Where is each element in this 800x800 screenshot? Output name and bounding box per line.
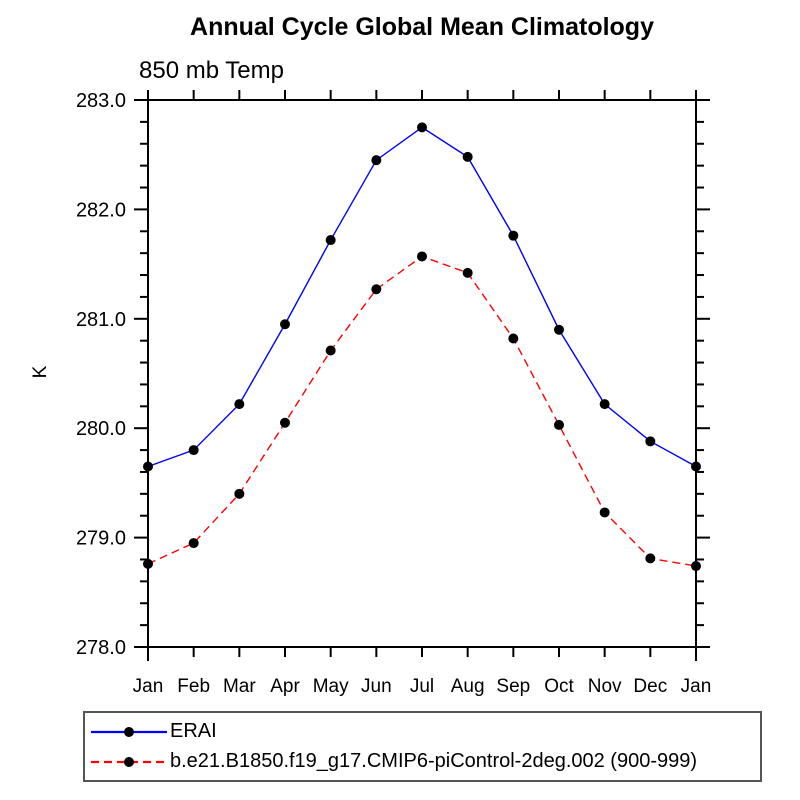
data-point-marker bbox=[143, 558, 153, 569]
legend-marker-dot bbox=[124, 726, 134, 737]
y-tick-label: 278.0 bbox=[76, 637, 126, 659]
data-point-marker bbox=[462, 267, 473, 278]
plot-area: Jan Feb Mar Apr May Jun Jul Aug Sep Oct Nov Dec Jan 2… bbox=[76, 90, 712, 697]
x-tick-label: Mar bbox=[223, 676, 256, 697]
data-point-marker bbox=[188, 538, 199, 549]
data-point-marker bbox=[645, 436, 656, 447]
x-tick-label: May bbox=[313, 676, 349, 697]
legend-marker-dot bbox=[124, 756, 134, 767]
legend-label-model: b.e21.B1850.f19_g17.CMIP6-piControl-2deg… bbox=[170, 750, 698, 772]
legend: ERAI b.e21.B1850.f19_g17.CMIP6-piControl… bbox=[83, 711, 762, 782]
legend-item-erai: ERAI bbox=[85, 720, 760, 743]
data-point-marker bbox=[280, 417, 290, 428]
data-point-marker bbox=[417, 251, 427, 262]
data-point-marker bbox=[554, 324, 564, 335]
data-point-marker bbox=[417, 122, 427, 133]
data-point-marker bbox=[234, 488, 245, 499]
x-tick-label: Dec bbox=[633, 676, 667, 697]
data-point-marker bbox=[554, 419, 564, 430]
legend-line-sample-solid bbox=[91, 726, 167, 737]
data-point-marker bbox=[599, 399, 610, 410]
data-point-marker bbox=[508, 333, 519, 344]
data-point-marker bbox=[599, 507, 610, 518]
data-point-marker bbox=[371, 155, 382, 166]
data-point-marker bbox=[691, 561, 701, 572]
y-tick-label: 280.0 bbox=[76, 418, 126, 440]
x-tick-label: Jul bbox=[410, 676, 434, 697]
data-point-marker bbox=[691, 461, 701, 472]
x-tick-label: Oct bbox=[544, 676, 574, 697]
y-tick-label: 281.0 bbox=[76, 309, 126, 331]
y-axis-label: K bbox=[30, 365, 51, 379]
chart-title: Annual Cycle Global Mean Climatology bbox=[190, 13, 654, 41]
data-point-marker bbox=[462, 151, 473, 162]
y-tick-label: 279.0 bbox=[76, 528, 126, 550]
x-tick-label: Apr bbox=[270, 676, 300, 697]
data-point-marker bbox=[325, 235, 336, 246]
x-tick-label: Sep bbox=[496, 676, 530, 697]
legend-item-model: b.e21.B1850.f19_g17.CMIP6-piControl-2deg… bbox=[85, 750, 760, 773]
data-point-marker bbox=[188, 445, 199, 456]
data-point-marker bbox=[325, 345, 336, 356]
data-point-marker bbox=[280, 319, 290, 330]
x-tick-label: Jan bbox=[681, 676, 712, 697]
x-tick-label: Aug bbox=[451, 676, 485, 697]
legend-line-sample-dashed bbox=[91, 756, 167, 767]
x-tick-label: Feb bbox=[177, 676, 210, 697]
plot-frame bbox=[147, 99, 697, 648]
chart-subtitle: 850 mb Temp bbox=[139, 57, 284, 84]
data-point-marker bbox=[645, 553, 656, 564]
y-tick-label: 282.0 bbox=[76, 199, 126, 221]
data-point-marker bbox=[234, 399, 245, 410]
data-point-marker bbox=[508, 230, 519, 241]
data-point-marker bbox=[143, 461, 153, 472]
legend-label-erai: ERAI bbox=[170, 720, 217, 742]
x-tick-label: Jun bbox=[361, 676, 392, 697]
y-tick-label: 283.0 bbox=[76, 90, 126, 112]
series-line-0 bbox=[147, 126, 697, 468]
x-tick-label: Nov bbox=[588, 676, 622, 697]
x-tick-label: Jan bbox=[133, 676, 164, 697]
data-point-marker bbox=[371, 284, 382, 295]
